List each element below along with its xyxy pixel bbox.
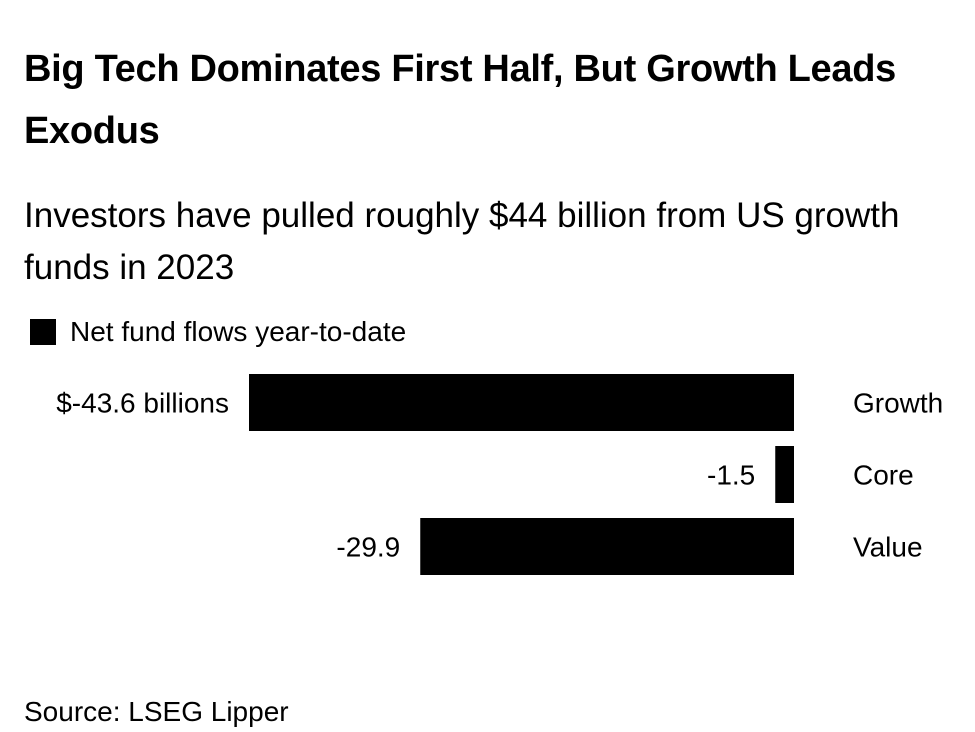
bar-value — [420, 518, 794, 575]
bar-core — [775, 446, 794, 503]
bar-chart: $-43.6 billions Growth -1.5 Core -29.9 Value — [56, 374, 943, 575]
category-label-core: Core — [853, 460, 914, 491]
legend: Net fund flows year-to-date — [30, 316, 406, 348]
data-label-value: -29.9 — [336, 532, 400, 563]
chart-title: Big Tech Dominates First Half, But Growt… — [24, 48, 896, 152]
chart-subtitle: Investors have pulled roughly $44 billio… — [24, 196, 900, 287]
category-label-growth: Growth — [853, 388, 943, 419]
data-label-core: -1.5 — [707, 460, 755, 491]
category-label-value: Value — [853, 532, 923, 563]
legend-swatch — [30, 319, 56, 345]
bar-growth — [249, 374, 794, 431]
data-label-growth: $-43.6 billions — [56, 388, 229, 419]
legend-label: Net fund flows year-to-date — [70, 316, 407, 347]
source-note: Source: LSEG Lipper — [24, 696, 289, 727]
